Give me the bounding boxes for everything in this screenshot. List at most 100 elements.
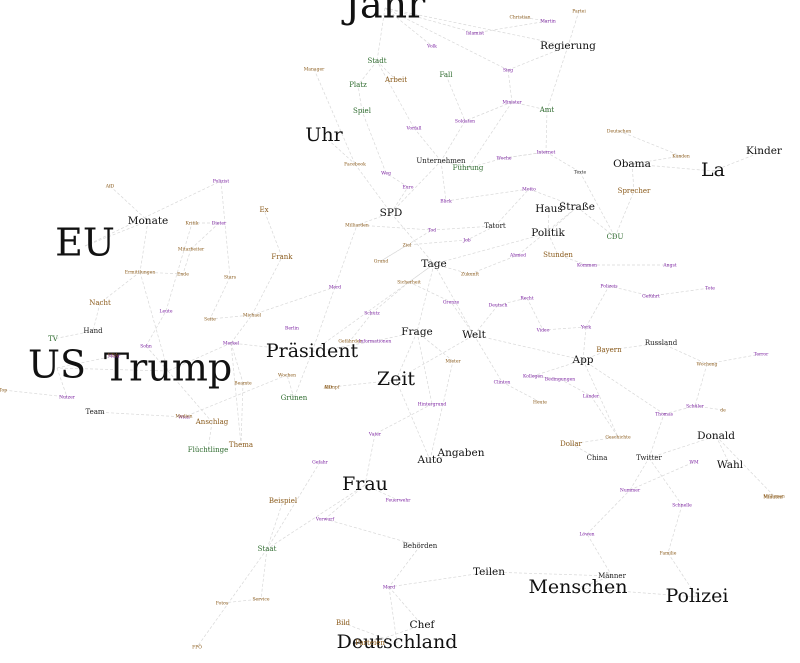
- word-node-milliarden: Milliarden: [345, 223, 369, 229]
- word-node-gefuehrt: Geführt: [642, 294, 660, 300]
- word-node-unternehmen: Unternehmen: [416, 157, 466, 165]
- word-node-amt: Amt: [539, 106, 555, 114]
- edge-staat-service: [261, 549, 267, 599]
- word-node-russland: Russland: [645, 339, 678, 347]
- word-node-gefuehrer: Gefährder: [338, 339, 362, 345]
- word-node-frau: Frau: [342, 473, 388, 495]
- word-node-bayern: Bayern: [596, 346, 622, 354]
- word-node-vater: Vater: [368, 432, 382, 438]
- word-node-strasse: Straße: [559, 201, 595, 213]
- word-node-volk: Volk: [426, 44, 437, 50]
- edge-vorfall-stadt: [377, 61, 414, 128]
- word-node-informationen: Informationen: [359, 339, 392, 345]
- word-node-polizeisi: Polizeis: [600, 284, 618, 290]
- word-node-tod: Tod: [428, 228, 436, 234]
- word-node-deutsch: Deutsch: [489, 303, 508, 309]
- word-node-wm: WM: [689, 460, 699, 466]
- word-node-gesichte: Geschichte: [605, 435, 631, 441]
- word-node-beamte: Beamte: [234, 381, 252, 387]
- word-node-kollegen: Kollegen: [523, 374, 543, 380]
- edge-dieter-mitarbeiter: [191, 223, 219, 249]
- word-node-ermittlungen: Ermittlungen: [125, 270, 156, 276]
- word-node-angaben: Angaben: [436, 447, 484, 459]
- edge-mord-milliarden: [335, 225, 357, 287]
- edge-maenner-loewen: [587, 534, 612, 576]
- word-node-feuerwehr: Feuerwehr: [386, 498, 412, 504]
- word-node-sprecher: Sprecher: [618, 187, 651, 195]
- edge-spd-unternehmen: [391, 161, 441, 213]
- word-node-schueler: Schüler: [686, 404, 705, 410]
- word-node-angst: Angst: [662, 263, 676, 269]
- word-node-ahmed: Ahmed: [509, 253, 526, 259]
- edge-loewen-nummer: [587, 490, 630, 534]
- word-node-martin: Martin: [540, 19, 556, 25]
- edge-twitter-schnelle: [649, 458, 682, 505]
- word-node-thema: Thema: [229, 441, 253, 449]
- word-node-islamist: Islamist: [466, 31, 484, 37]
- edge-cdu-sprecher: [615, 191, 634, 237]
- edge-monate-ermittlungen: [140, 221, 148, 272]
- word-node-berlin: Berlin: [285, 326, 299, 332]
- edge-unternehmen-blick: [441, 161, 446, 201]
- word-node-trump: Trump: [104, 346, 232, 390]
- word-node-de: de: [720, 408, 726, 414]
- word-node-zukunft: Zukunft: [461, 272, 479, 278]
- word-node-chef: Chef: [410, 619, 436, 631]
- word-node-terror: Terror: [754, 352, 769, 358]
- word-node-video: Video: [536, 328, 550, 334]
- word-node-beispiel: Beispiel: [269, 497, 298, 505]
- word-node-nummer: Nummer: [620, 488, 641, 494]
- word-node-team: Team: [85, 408, 104, 416]
- word-node-eu: EU: [55, 221, 115, 265]
- word-node-china: China: [587, 454, 608, 462]
- word-node-hintergrund: Hintergrund: [418, 402, 447, 408]
- word-node-vorwurf: Vorwurf: [315, 517, 335, 523]
- word-node-sicherheit: Sicherheit: [397, 280, 421, 286]
- word-node-laender: Länder: [583, 394, 600, 400]
- edge-leute-kritik: [166, 223, 192, 311]
- word-node-tatort: Tatort: [484, 222, 506, 230]
- word-node-polizist: Polizist: [213, 179, 230, 185]
- word-node-manager: Manager: [304, 67, 325, 73]
- word-node-loewen: Löwen: [579, 532, 594, 538]
- word-node-minister: Minister: [502, 100, 522, 106]
- word-node-hand: Hand: [83, 327, 103, 335]
- edge-tatort-motto: [495, 189, 529, 226]
- word-node-nacht: Nacht: [89, 299, 111, 307]
- edge-deutschen-kunden: [619, 131, 681, 156]
- word-node-wahl: Wahl: [717, 459, 744, 471]
- word-node-dieter: Dieter: [212, 221, 227, 227]
- word-node-polizei: Polizei: [666, 585, 729, 607]
- word-node-job: Job: [462, 238, 471, 244]
- edge-york-polizeisi: [586, 286, 609, 327]
- word-node-bild: Bild: [336, 619, 351, 627]
- word-node-woche: Woche: [496, 156, 511, 162]
- edge-mitarbeiter-ende: [183, 249, 191, 274]
- word-node-thomas: Thomas: [655, 412, 674, 418]
- word-node-zeit: Zeit: [377, 368, 416, 390]
- word-node-spd: SPD: [380, 207, 403, 219]
- word-node-usa: USA: [108, 353, 119, 359]
- word-node-tote: Tote: [705, 286, 715, 292]
- edge-twitter-thomas: [649, 414, 664, 458]
- edge-blick-motto: [446, 189, 529, 201]
- word-node-christian: Christian: [509, 15, 530, 21]
- edge-sieg-minister: [508, 70, 512, 102]
- edge-video-york: [543, 327, 586, 330]
- word-node-dollar: Dollar: [560, 440, 582, 448]
- edge-nutzer-top: [3, 390, 67, 397]
- word-node-monate: Monate: [128, 215, 169, 227]
- word-node-tage: Tage: [421, 258, 446, 270]
- edge-schutz-gefuehrer: [350, 313, 372, 341]
- edge-zeit-auto: [396, 380, 430, 460]
- edge-thomas-app: [583, 360, 664, 414]
- word-node-top: Top: [0, 388, 7, 394]
- word-node-schutz: Schutz: [364, 311, 380, 317]
- word-node-ende: Ende: [177, 272, 189, 278]
- word-node-clinton: Clinton: [494, 380, 511, 386]
- word-node-fall: Fall: [439, 71, 453, 79]
- word-node-maenner: Männer: [598, 572, 627, 580]
- edge-auto-mieter: [430, 361, 453, 460]
- edge-nummer-twitter: [630, 458, 649, 490]
- word-node-michael: Michael: [243, 313, 262, 319]
